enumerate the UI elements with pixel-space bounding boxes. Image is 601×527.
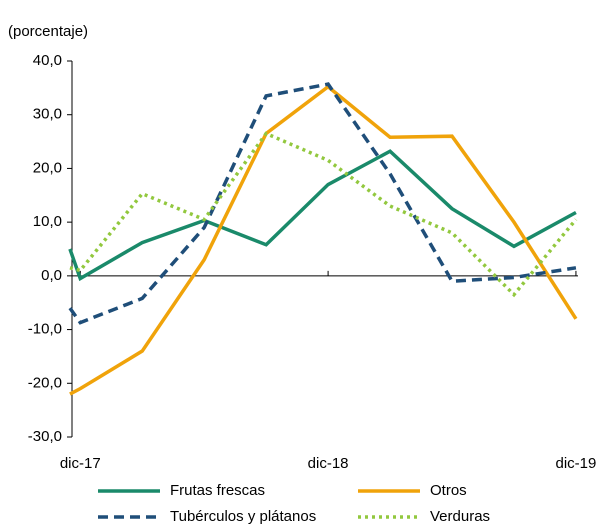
y-tick-label: 30,0 [33, 106, 62, 123]
y-tick-label: -10,0 [28, 321, 62, 338]
y-tick-label: -30,0 [28, 428, 62, 445]
legend-label: Frutas frescas [170, 482, 265, 499]
legend-label: Tubérculos y plátanos [170, 508, 316, 525]
y-tick-label: -20,0 [28, 374, 62, 391]
legend-label: Verduras [430, 508, 490, 525]
y-tick-label: 10,0 [33, 213, 62, 230]
legend-label: Otros [430, 482, 467, 499]
series-line [68, 82, 577, 325]
x-tick-label: dic-18 [308, 455, 349, 472]
series-line [69, 131, 578, 298]
series-line [68, 149, 577, 282]
y-axis-label: (porcentaje) [8, 23, 88, 40]
y-tick-label: 20,0 [33, 159, 62, 176]
y-tick-label: 40,0 [33, 52, 62, 69]
x-tick-label: dic-19 [556, 455, 597, 472]
y-tick-label: 0,0 [41, 267, 62, 284]
x-tick-label: dic-17 [60, 455, 101, 472]
series-line [69, 84, 578, 396]
